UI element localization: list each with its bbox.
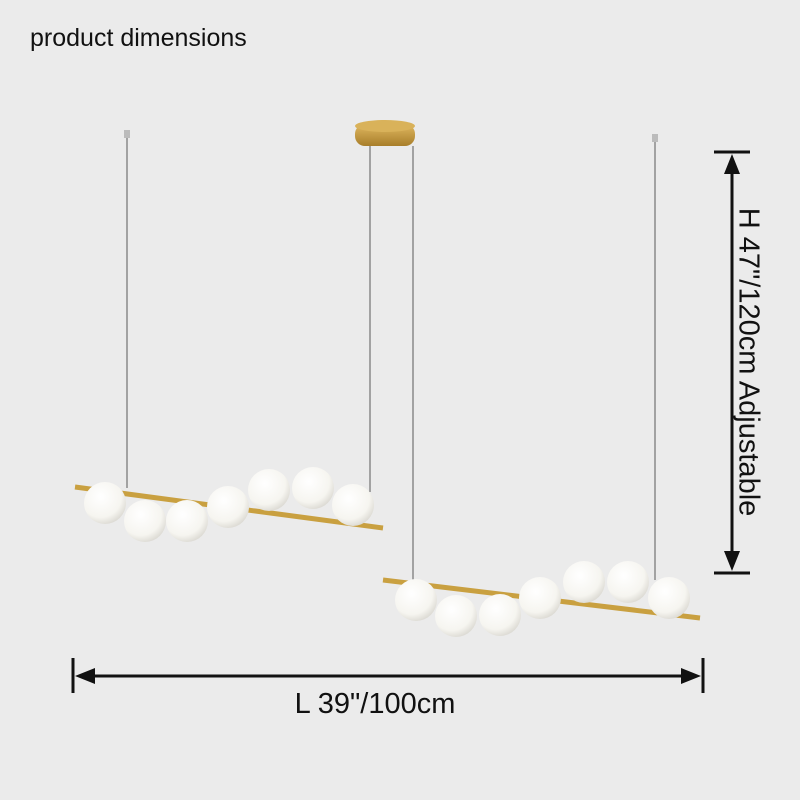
pendant-lamp-2 (382, 561, 701, 637)
height-arrow (714, 150, 750, 575)
page-title: product dimensions (30, 24, 247, 52)
height-label: H 47"/120cm Adjustable (732, 207, 765, 517)
length-label: L 39"/100cm (294, 688, 456, 720)
suspension-wires (126, 135, 656, 585)
ceiling-canopy (355, 120, 415, 146)
pendant-lamp-1 (74, 467, 384, 542)
length-arrow (71, 658, 705, 693)
